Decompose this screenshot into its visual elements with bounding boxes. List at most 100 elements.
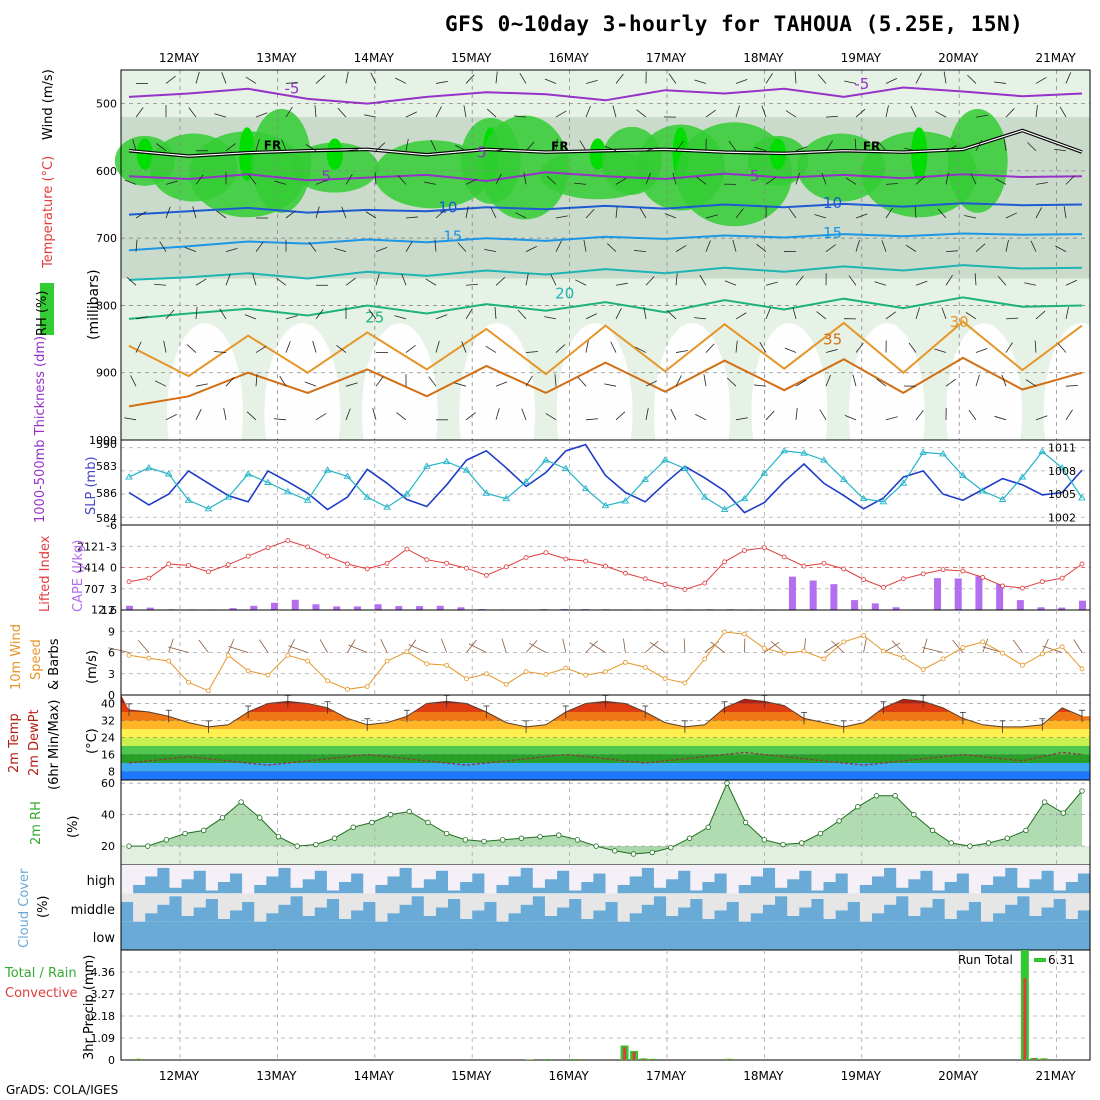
wind-barb	[756, 243, 767, 252]
cloud-gap	[484, 893, 497, 902]
cloud-bar	[569, 890, 582, 894]
cloud-gap	[641, 893, 655, 905]
wind-barb	[675, 273, 678, 286]
isotherm-line	[128, 171, 1083, 183]
cloud-bar	[254, 921, 267, 950]
lifted-marker	[126, 579, 132, 585]
cloud-bar	[871, 913, 885, 922]
cloud-bar	[508, 876, 522, 894]
cloud-bar	[169, 887, 183, 894]
cloud-bar	[896, 921, 909, 950]
wind-barb	[759, 342, 767, 353]
rh2m-marker	[724, 780, 730, 786]
wind-barb	[214, 351, 227, 353]
lifted-marker	[483, 572, 489, 578]
cloud-gap	[181, 865, 195, 880]
wind-speed-marker	[662, 676, 668, 682]
wind-barb	[968, 409, 977, 421]
wind-barb	[975, 139, 982, 151]
wind-barb	[434, 239, 437, 252]
cloud-gap	[435, 865, 449, 871]
wind-barb	[645, 276, 655, 286]
cloud-bar	[714, 910, 728, 922]
cloud-bar	[702, 882, 716, 894]
thickness-marker	[820, 456, 828, 463]
x-date-label-bottom: 14MAY	[354, 1069, 395, 1083]
surface-wind-barb	[1042, 645, 1063, 653]
surface-wind-barb	[562, 638, 567, 653]
cloud-bar	[993, 921, 1006, 950]
isotherm-label: -5	[854, 75, 869, 93]
wind-barb	[315, 309, 324, 320]
cloud-bar	[169, 921, 183, 950]
thickness-line	[128, 450, 1083, 511]
cloud-gap	[448, 865, 461, 891]
wind-barb	[915, 176, 926, 185]
wind-barb	[816, 311, 827, 320]
wind-barb	[345, 149, 358, 152]
cloud-bar	[472, 921, 485, 950]
temp-ytick: 16	[101, 749, 115, 762]
cloud-bar	[678, 870, 691, 894]
x-date-label-bottom: 12MAY	[159, 1069, 200, 1083]
cloud-gap	[823, 893, 837, 919]
wind-barb	[135, 341, 142, 353]
wind-barb	[246, 411, 257, 421]
rh2m-area	[129, 783, 1082, 854]
cape-bar	[830, 584, 838, 610]
surface-wind-barb	[623, 638, 626, 653]
cloud-bar	[1017, 896, 1030, 922]
rh2m-marker	[350, 824, 356, 830]
rh2m-marker	[219, 815, 226, 821]
wind-speed-marker	[722, 629, 728, 635]
cloud-bar	[1053, 899, 1067, 922]
cloud-bar	[641, 867, 655, 894]
cloud-gap	[351, 893, 364, 911]
wind-barb	[495, 148, 508, 152]
wind-barb	[490, 207, 497, 219]
temp-ylabel-3: (6hr Min/Max)	[47, 700, 62, 790]
cloud-gap	[266, 893, 279, 914]
cloud-gap	[314, 893, 328, 908]
cloud-bar	[581, 918, 594, 922]
cloud-gap	[1065, 865, 1079, 882]
grads-credit: GrADS: COLA/IGES	[6, 1083, 119, 1097]
cloud-bar	[678, 921, 691, 950]
wind-barb	[795, 172, 800, 185]
wind-barb	[370, 72, 377, 84]
cloud-bar	[1053, 921, 1067, 950]
cloud-bar	[762, 921, 776, 950]
rh2m-ytick: 20	[101, 840, 115, 853]
wind-barb	[915, 307, 920, 320]
cloud-gap	[811, 865, 825, 891]
cloud-bar	[1005, 921, 1018, 950]
temp-ytick: 32	[101, 715, 115, 728]
surface-wind-barb	[228, 645, 249, 653]
wind-barb	[784, 347, 797, 353]
surface-wind-barb	[649, 641, 666, 653]
wind-barb	[245, 76, 257, 84]
slp-right-tick: 1011	[1048, 442, 1076, 455]
thickness-marker	[1018, 473, 1027, 480]
wind-barb	[668, 73, 677, 84]
wind-barb	[1035, 182, 1048, 185]
lifted-marker	[722, 559, 728, 565]
wind-barb	[754, 384, 767, 387]
cloud-bar	[1029, 916, 1043, 922]
cloud-gap	[375, 893, 388, 922]
rh2m-marker	[649, 849, 655, 856]
cloud-bar	[230, 921, 243, 950]
wind-barb	[574, 182, 587, 185]
wind-barb	[195, 408, 202, 420]
cloud-bar	[666, 921, 679, 950]
cape-bar	[809, 580, 817, 610]
cape-bar	[291, 599, 299, 610]
precip-convective-bar	[575, 1059, 579, 1060]
rh2m-marker	[873, 793, 880, 799]
cape-bar	[146, 607, 154, 610]
cloud-gap	[750, 893, 764, 914]
wind-barb	[1054, 148, 1067, 152]
wind-barb	[585, 79, 598, 84]
cloud-gap	[944, 893, 958, 919]
lifted-marker	[503, 564, 509, 570]
